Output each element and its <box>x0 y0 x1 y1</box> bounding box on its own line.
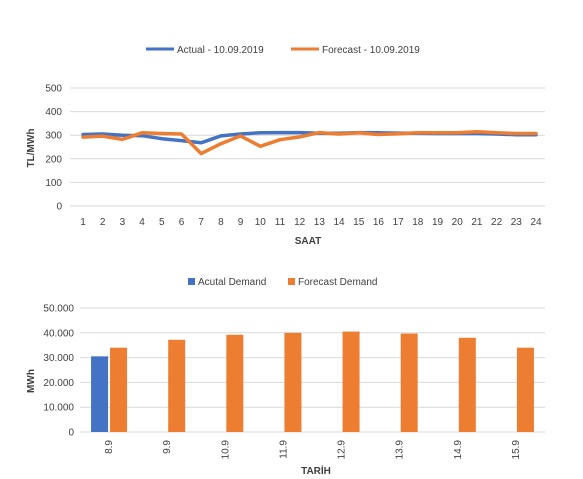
y-tick-label: 100 <box>45 178 62 189</box>
x-tick-label: 15.9 <box>511 440 522 460</box>
bar-chart-legend: Acutal Demand Forecast Demand <box>188 277 377 288</box>
x-tick-label: 10 <box>255 217 267 228</box>
y-tick-label: 0 <box>68 428 74 439</box>
forecast-demand-bar <box>516 347 534 432</box>
y-tick-label: 50.000 <box>43 304 74 315</box>
y-tick-label: 10.000 <box>43 403 74 414</box>
forecast-demand-bar <box>342 331 360 432</box>
x-axis-title: TARİH <box>301 464 331 477</box>
x-tick-label: 15 <box>353 217 365 228</box>
forecast-demand-bar <box>284 332 302 432</box>
x-tick-label: 8.9 <box>104 440 115 454</box>
x-tick-label: 1 <box>80 217 86 228</box>
forecast-demand-bar <box>168 339 186 432</box>
actual-demand-bar <box>91 356 109 432</box>
legend-forecast-demand-label: Forecast Demand <box>298 277 377 288</box>
demand-bar-chart: Acutal Demand Forecast Demand MWh TARİH … <box>26 277 545 477</box>
x-tick-label: 6 <box>179 217 185 228</box>
x-tick-label: 21 <box>471 217 483 228</box>
y-tick-label: 400 <box>45 107 62 118</box>
legend-actual-demand-label: Acutal Demand <box>198 277 266 288</box>
line-chart-legend: Actual - 10.09.2019 Forecast - 10.09.201… <box>146 45 420 56</box>
x-tick-label: 7 <box>198 217 204 228</box>
y-tick-label: 0 <box>56 202 62 213</box>
x-tick-label: 20 <box>452 217 464 228</box>
x-tick-label: 16 <box>373 217 385 228</box>
x-tick-label: 24 <box>530 217 542 228</box>
y-tick-label: 20.000 <box>43 378 74 389</box>
legend-actual-label: Actual - 10.09.2019 <box>177 45 264 56</box>
forecast-demand-bar <box>226 334 244 432</box>
x-tick-label: 23 <box>511 217 523 228</box>
y-axis-title: TL/MWh <box>26 129 37 168</box>
legend-actual-demand-swatch <box>188 278 195 285</box>
forecast-demand-bar <box>110 347 128 432</box>
y-tick-label: 200 <box>45 154 62 165</box>
forecast-series-line <box>81 129 538 156</box>
x-tick-label: 19 <box>432 217 444 228</box>
y-tick-label: 300 <box>45 131 62 142</box>
x-tick-label: 3 <box>120 217 126 228</box>
x-tick-label: 13 <box>314 217 326 228</box>
x-tick-label: 9.9 <box>162 440 173 454</box>
x-tick-label: 17 <box>393 217 405 228</box>
x-tick-label: 22 <box>491 217 503 228</box>
y-tick-label: 500 <box>45 84 62 95</box>
x-tick-label: 4 <box>139 217 145 228</box>
forecast-demand-bar <box>458 337 476 432</box>
x-tick-label: 5 <box>159 217 165 228</box>
x-tick-label: 12.9 <box>337 440 348 460</box>
x-tick-label: 11.9 <box>278 440 289 459</box>
y-axis-title: MWh <box>26 369 37 393</box>
x-tick-label: 11 <box>275 217 286 228</box>
x-tick-label: 18 <box>412 217 424 228</box>
legend-forecast-demand-swatch <box>288 278 295 285</box>
x-tick-label: 13.9 <box>395 440 406 460</box>
y-tick-label: 40.000 <box>43 328 74 339</box>
gridlines <box>70 87 545 207</box>
x-tick-label: 12 <box>294 217 306 228</box>
x-tick-label: 10.9 <box>220 440 231 460</box>
x-tick-label: 2 <box>100 217 106 228</box>
y-tick-label: 30.000 <box>43 353 74 364</box>
x-tick-label: 8 <box>218 217 224 228</box>
x-tick-label: 14 <box>333 217 345 228</box>
legend-forecast-label: Forecast - 10.09.2019 <box>322 45 420 56</box>
x-tick-label: 14.9 <box>453 440 464 460</box>
price-line-chart: Actual - 10.09.2019 Forecast - 10.09.201… <box>26 45 545 247</box>
x-axis-title: SAAT <box>295 236 321 247</box>
forecast-demand-bar <box>400 333 418 432</box>
x-tick-label: 9 <box>238 217 244 228</box>
